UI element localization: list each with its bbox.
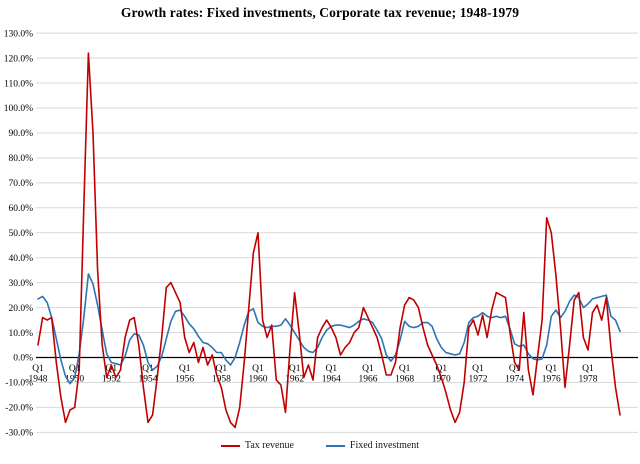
svg-text:10.0%: 10.0%: [8, 329, 33, 339]
chart-title: Growth rates: Fixed investments, Corpora…: [120, 5, 520, 20]
svg-text:Q1: Q1: [399, 364, 411, 374]
svg-text:1978: 1978: [578, 375, 597, 385]
svg-text:70.0%: 70.0%: [8, 179, 33, 189]
svg-text:100.0%: 100.0%: [4, 104, 33, 114]
svg-text:Q1: Q1: [509, 364, 521, 374]
series-line-tax-revenue: [37, 52, 621, 429]
y-axis-labels: 130.0% 120.0% 110.0% 100.0% 90.0% 80.0% 70.0% 6…: [4, 29, 33, 438]
svg-text:Q1: Q1: [32, 364, 44, 374]
svg-text:-20.0%: -20.0%: [5, 404, 33, 414]
svg-text:40.0%: 40.0%: [8, 254, 33, 264]
legend-item-fixed-investment: Fixed investment: [325, 440, 420, 452]
svg-text:Q1: Q1: [362, 364, 374, 374]
svg-text:130.0%: 130.0%: [4, 29, 33, 39]
svg-text:Q1: Q1: [179, 364, 191, 374]
series-line-fixed-investment: [37, 273, 621, 385]
svg-text:Q1: Q1: [582, 364, 594, 374]
legend-item-tax-revenue: Tax revenue: [220, 440, 294, 452]
svg-text:90.0%: 90.0%: [8, 129, 33, 139]
svg-text:Q1: Q1: [325, 364, 337, 374]
svg-text:Q1: Q1: [435, 364, 447, 374]
svg-text:1972: 1972: [468, 375, 487, 385]
svg-text:1952: 1952: [102, 375, 121, 385]
svg-text:30.0%: 30.0%: [8, 279, 33, 289]
x-axis-labels: Q11948Q11950Q11952Q11954Q11956Q11958Q119…: [29, 364, 598, 385]
svg-text:1974: 1974: [505, 375, 524, 385]
svg-text:1948: 1948: [29, 375, 48, 385]
svg-text:Q1: Q1: [142, 364, 154, 374]
svg-text:1964: 1964: [322, 375, 341, 385]
svg-text:120.0%: 120.0%: [4, 54, 33, 64]
svg-text:Q1: Q1: [216, 364, 228, 374]
svg-text:1958: 1958: [212, 375, 231, 385]
svg-text:80.0%: 80.0%: [8, 154, 33, 164]
svg-text:1968: 1968: [395, 375, 414, 385]
svg-text:-10.0%: -10.0%: [5, 379, 33, 389]
svg-text:1976: 1976: [542, 375, 561, 385]
svg-text:1960: 1960: [248, 375, 267, 385]
svg-text:Q1: Q1: [289, 364, 301, 374]
svg-text:20.0%: 20.0%: [8, 304, 33, 314]
svg-text:Q1: Q1: [106, 364, 118, 374]
svg-text:50.0%: 50.0%: [8, 229, 33, 239]
svg-text:Q1: Q1: [472, 364, 484, 374]
svg-text:0.0%: 0.0%: [13, 354, 33, 364]
svg-text:1966: 1966: [358, 375, 377, 385]
legend-label-tax-revenue: Tax revenue: [244, 440, 294, 451]
legend-label-fixed-investment: Fixed investment: [349, 440, 420, 451]
svg-text:1962: 1962: [285, 375, 304, 385]
svg-text:110.0%: 110.0%: [4, 79, 33, 89]
tax-revenue-line-icon: [220, 445, 240, 447]
svg-text:Q1: Q1: [545, 364, 557, 374]
svg-text:1950: 1950: [65, 375, 84, 385]
svg-text:Q1: Q1: [252, 364, 264, 374]
svg-text:1956: 1956: [175, 375, 194, 385]
svg-text:Q1: Q1: [69, 364, 81, 374]
chart-legend: Tax revenue Fixed investment: [0, 440, 640, 452]
svg-text:1954: 1954: [138, 375, 157, 385]
svg-text:-30.0%: -30.0%: [5, 429, 33, 439]
fixed-investment-line-icon: [325, 445, 345, 447]
svg-text:60.0%: 60.0%: [8, 204, 33, 214]
